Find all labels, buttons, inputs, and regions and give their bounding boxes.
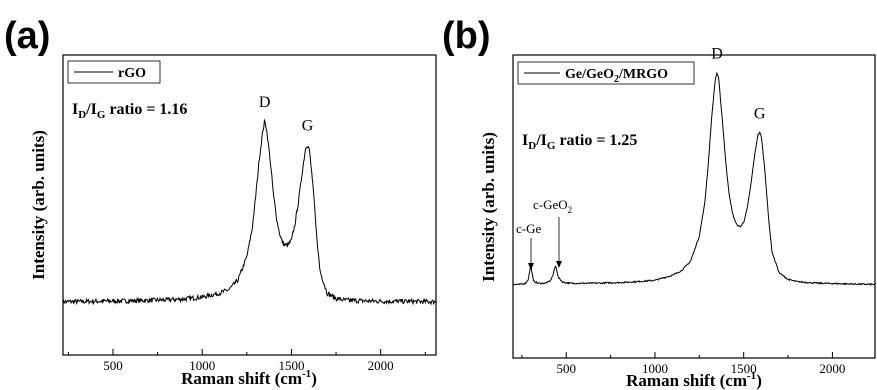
panel-b-ratio-text: ID/IG ratio = 1.25 <box>522 132 637 152</box>
panel-b-legend-entry: Ge/GeO2/MRGO <box>565 67 668 85</box>
panel-a-peak-d-label: D <box>259 94 271 111</box>
panel-b-arrowhead-c-ge <box>528 263 534 270</box>
panel-a-legend <box>67 60 161 84</box>
x-tick-label: 500 <box>103 358 123 373</box>
panel-a-series-rgo-line <box>62 118 437 306</box>
panel-a-y-axis-title: Intensity (arb. units) <box>29 130 48 280</box>
panel-b-y-axis-title: Intensity (arb. units) <box>479 132 498 282</box>
x-tick-label: 2000 <box>368 358 394 373</box>
panel-b-peak-g-label: G <box>754 105 766 122</box>
panel-b-peak-d-label: D <box>711 46 723 63</box>
x-tick-label: 500 <box>556 361 576 376</box>
panel-a: (a) 500 1000 1500 2000 rGO ID/IG ratio = 1.… <box>4 15 437 388</box>
panel-b-plot-frame <box>512 54 876 359</box>
x-tick-label: 1000 <box>189 358 215 373</box>
panel-b: (b) 500 1000 1500 2000 Ge/GeO2/MRGO ID/IG r… <box>442 15 876 390</box>
x-tick-label: 1000 <box>642 361 668 376</box>
panel-a-x-axis-title: Raman shift (cm-1) <box>181 368 317 388</box>
panel-b-x-axis-title: Raman shift (cm-1) <box>626 370 762 390</box>
panel-a-ratio-text: ID/IG ratio = 1.16 <box>72 101 187 121</box>
panel-b-annotation-c-ge: c-Ge <box>516 221 541 236</box>
panel-a-legend-entry: rGO <box>118 66 146 81</box>
panel-b-label: (b) <box>442 15 491 57</box>
panel-b-x-ticks <box>521 352 833 358</box>
panel-a-x-tick-labels: 500 1000 1500 2000 <box>103 358 393 373</box>
panel-b-arrowhead-c-geo2 <box>556 261 562 268</box>
panel-a-peak-g-label: G <box>302 118 314 135</box>
x-tick-label: 2000 <box>819 361 845 376</box>
panel-b-legend <box>517 61 695 85</box>
x-tick-label: 1500 <box>278 358 304 373</box>
panel-a-plot-frame <box>62 54 437 356</box>
panel-b-annotation-c-geo2: c-GeO2 <box>533 197 572 215</box>
panel-a-label: (a) <box>4 15 50 57</box>
panel-b-series-ge-geo2-mrgo-line <box>512 71 876 287</box>
panel-b-x-tick-labels: 500 1000 1500 2000 <box>556 361 845 376</box>
x-tick-label: 1500 <box>731 361 757 376</box>
panel-a-x-ticks <box>67 349 426 355</box>
